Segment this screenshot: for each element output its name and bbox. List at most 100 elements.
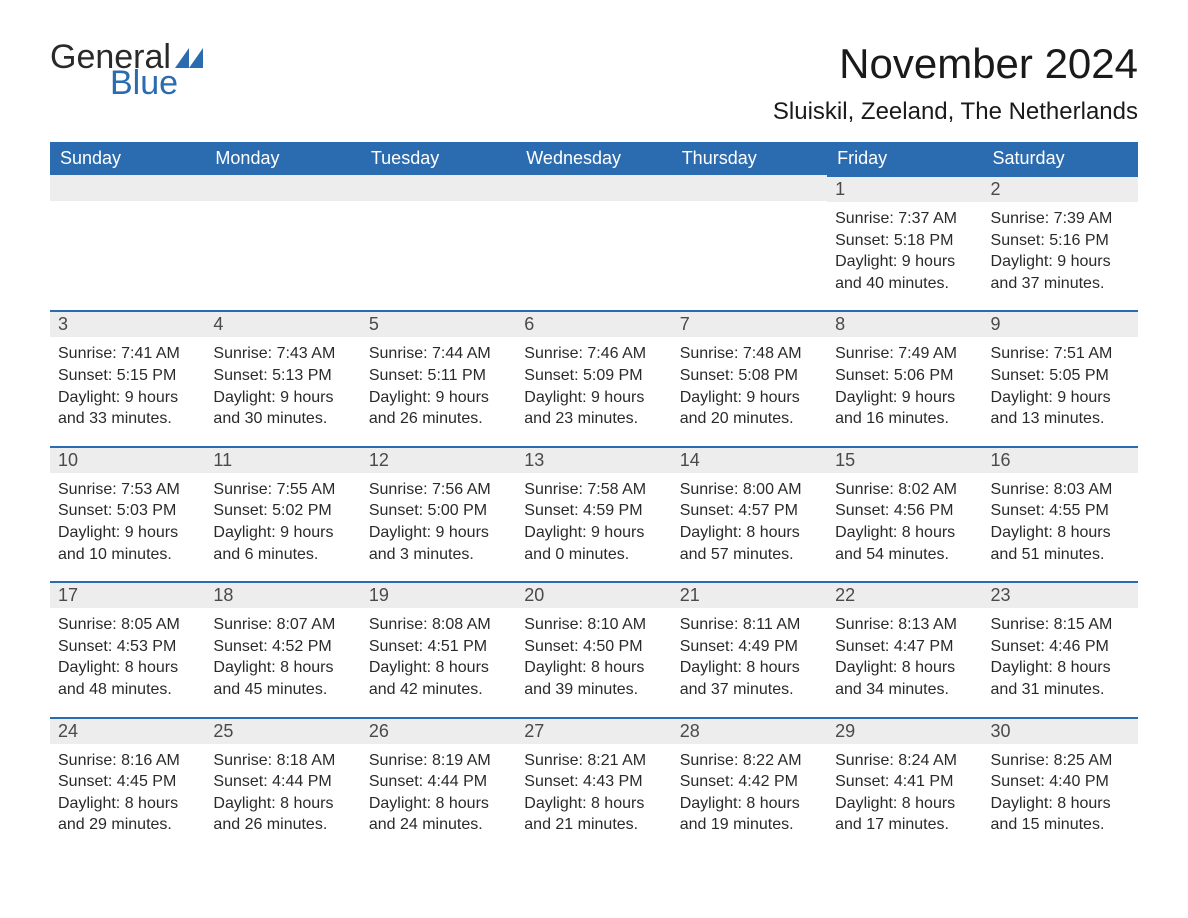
day-sunrise: Sunrise: 7:41 AM: [58, 343, 197, 365]
day-number: 13: [516, 446, 671, 473]
day-dl1: Daylight: 9 hours: [369, 522, 508, 544]
day-dl2: and 30 minutes.: [213, 408, 352, 430]
day-dl2: and 42 minutes.: [369, 679, 508, 701]
day-dl1: Daylight: 9 hours: [369, 387, 508, 409]
day-dl1: Daylight: 9 hours: [991, 251, 1130, 273]
week-row: 1Sunrise: 7:37 AMSunset: 5:18 PMDaylight…: [50, 175, 1138, 310]
day-cell: 15Sunrise: 8:02 AMSunset: 4:56 PMDayligh…: [827, 446, 982, 581]
day-sunrise: Sunrise: 7:48 AM: [680, 343, 819, 365]
day-dl2: and 48 minutes.: [58, 679, 197, 701]
day-dl1: Daylight: 9 hours: [213, 522, 352, 544]
day-cell: 2Sunrise: 7:39 AMSunset: 5:16 PMDaylight…: [983, 175, 1138, 310]
day-sunset: Sunset: 4:46 PM: [991, 636, 1130, 658]
day-content: Sunrise: 8:08 AMSunset: 4:51 PMDaylight:…: [361, 608, 516, 716]
day-cell: 3Sunrise: 7:41 AMSunset: 5:15 PMDaylight…: [50, 310, 205, 445]
day-content: Sunrise: 7:46 AMSunset: 5:09 PMDaylight:…: [516, 337, 671, 445]
weekday-header: Thursday: [672, 142, 827, 175]
day-sunset: Sunset: 5:11 PM: [369, 365, 508, 387]
day-content: Sunrise: 8:11 AMSunset: 4:49 PMDaylight:…: [672, 608, 827, 716]
day-cell: [672, 175, 827, 310]
day-cell: [361, 175, 516, 310]
day-dl1: Daylight: 9 hours: [524, 522, 663, 544]
day-dl1: Daylight: 8 hours: [991, 793, 1130, 815]
day-cell: 5Sunrise: 7:44 AMSunset: 5:11 PMDaylight…: [361, 310, 516, 445]
day-dl1: Daylight: 8 hours: [680, 657, 819, 679]
day-sunset: Sunset: 5:13 PM: [213, 365, 352, 387]
day-number: 27: [516, 717, 671, 744]
day-dl2: and 15 minutes.: [991, 814, 1130, 836]
day-content: Sunrise: 8:07 AMSunset: 4:52 PMDaylight:…: [205, 608, 360, 716]
day-dl1: Daylight: 9 hours: [213, 387, 352, 409]
day-dl2: and 0 minutes.: [524, 544, 663, 566]
day-number: 26: [361, 717, 516, 744]
day-sunset: Sunset: 4:44 PM: [213, 771, 352, 793]
day-dl1: Daylight: 9 hours: [680, 387, 819, 409]
day-cell: 10Sunrise: 7:53 AMSunset: 5:03 PMDayligh…: [50, 446, 205, 581]
day-sunrise: Sunrise: 8:22 AM: [680, 750, 819, 772]
day-sunrise: Sunrise: 7:46 AM: [524, 343, 663, 365]
day-content: Sunrise: 7:41 AMSunset: 5:15 PMDaylight:…: [50, 337, 205, 445]
day-dl1: Daylight: 8 hours: [524, 793, 663, 815]
day-sunrise: Sunrise: 8:02 AM: [835, 479, 974, 501]
day-dl1: Daylight: 8 hours: [680, 793, 819, 815]
day-number: 6: [516, 310, 671, 337]
day-cell: 20Sunrise: 8:10 AMSunset: 4:50 PMDayligh…: [516, 581, 671, 716]
day-dl1: Daylight: 8 hours: [680, 522, 819, 544]
weekday-header: Sunday: [50, 142, 205, 175]
day-dl2: and 33 minutes.: [58, 408, 197, 430]
week-row: 17Sunrise: 8:05 AMSunset: 4:53 PMDayligh…: [50, 581, 1138, 716]
day-sunset: Sunset: 4:45 PM: [58, 771, 197, 793]
weekday-header: Friday: [827, 142, 982, 175]
day-content: Sunrise: 8:18 AMSunset: 4:44 PMDaylight:…: [205, 744, 360, 852]
day-cell: 26Sunrise: 8:19 AMSunset: 4:44 PMDayligh…: [361, 717, 516, 852]
day-sunset: Sunset: 5:00 PM: [369, 500, 508, 522]
day-cell: 8Sunrise: 7:49 AMSunset: 5:06 PMDaylight…: [827, 310, 982, 445]
day-sunrise: Sunrise: 8:18 AM: [213, 750, 352, 772]
day-content: Sunrise: 8:21 AMSunset: 4:43 PMDaylight:…: [516, 744, 671, 852]
day-dl1: Daylight: 8 hours: [991, 522, 1130, 544]
day-sunrise: Sunrise: 7:56 AM: [369, 479, 508, 501]
weekday-header-row: Sunday Monday Tuesday Wednesday Thursday…: [50, 142, 1138, 175]
day-dl2: and 26 minutes.: [369, 408, 508, 430]
day-sunrise: Sunrise: 8:19 AM: [369, 750, 508, 772]
day-cell: 30Sunrise: 8:25 AMSunset: 4:40 PMDayligh…: [983, 717, 1138, 852]
day-sunset: Sunset: 5:03 PM: [58, 500, 197, 522]
day-number: 18: [205, 581, 360, 608]
day-dl1: Daylight: 8 hours: [835, 793, 974, 815]
day-dl2: and 26 minutes.: [213, 814, 352, 836]
weekday-header: Wednesday: [516, 142, 671, 175]
day-sunset: Sunset: 4:49 PM: [680, 636, 819, 658]
day-number: 25: [205, 717, 360, 744]
day-cell: 22Sunrise: 8:13 AMSunset: 4:47 PMDayligh…: [827, 581, 982, 716]
day-sunset: Sunset: 5:06 PM: [835, 365, 974, 387]
day-dl2: and 45 minutes.: [213, 679, 352, 701]
day-sunrise: Sunrise: 8:13 AM: [835, 614, 974, 636]
day-content: Sunrise: 7:53 AMSunset: 5:03 PMDaylight:…: [50, 473, 205, 581]
day-dl1: Daylight: 8 hours: [369, 657, 508, 679]
day-sunset: Sunset: 4:52 PM: [213, 636, 352, 658]
day-dl2: and 19 minutes.: [680, 814, 819, 836]
day-cell: 11Sunrise: 7:55 AMSunset: 5:02 PMDayligh…: [205, 446, 360, 581]
day-number: 19: [361, 581, 516, 608]
day-dl2: and 40 minutes.: [835, 273, 974, 295]
day-number: 3: [50, 310, 205, 337]
day-number: 4: [205, 310, 360, 337]
day-sunset: Sunset: 4:53 PM: [58, 636, 197, 658]
day-number: 22: [827, 581, 982, 608]
day-number: 23: [983, 581, 1138, 608]
day-sunrise: Sunrise: 8:07 AM: [213, 614, 352, 636]
day-content: Sunrise: 8:10 AMSunset: 4:50 PMDaylight:…: [516, 608, 671, 716]
day-content: Sunrise: 7:48 AMSunset: 5:08 PMDaylight:…: [672, 337, 827, 445]
day-content: Sunrise: 7:51 AMSunset: 5:05 PMDaylight:…: [983, 337, 1138, 445]
weekday-header: Tuesday: [361, 142, 516, 175]
day-sunset: Sunset: 4:42 PM: [680, 771, 819, 793]
day-sunrise: Sunrise: 8:05 AM: [58, 614, 197, 636]
day-cell: 24Sunrise: 8:16 AMSunset: 4:45 PMDayligh…: [50, 717, 205, 852]
day-content: Sunrise: 8:16 AMSunset: 4:45 PMDaylight:…: [50, 744, 205, 852]
day-content: Sunrise: 7:58 AMSunset: 4:59 PMDaylight:…: [516, 473, 671, 581]
day-number: 29: [827, 717, 982, 744]
day-number: 30: [983, 717, 1138, 744]
day-number: 5: [361, 310, 516, 337]
day-content: Sunrise: 8:02 AMSunset: 4:56 PMDaylight:…: [827, 473, 982, 581]
day-dl2: and 10 minutes.: [58, 544, 197, 566]
